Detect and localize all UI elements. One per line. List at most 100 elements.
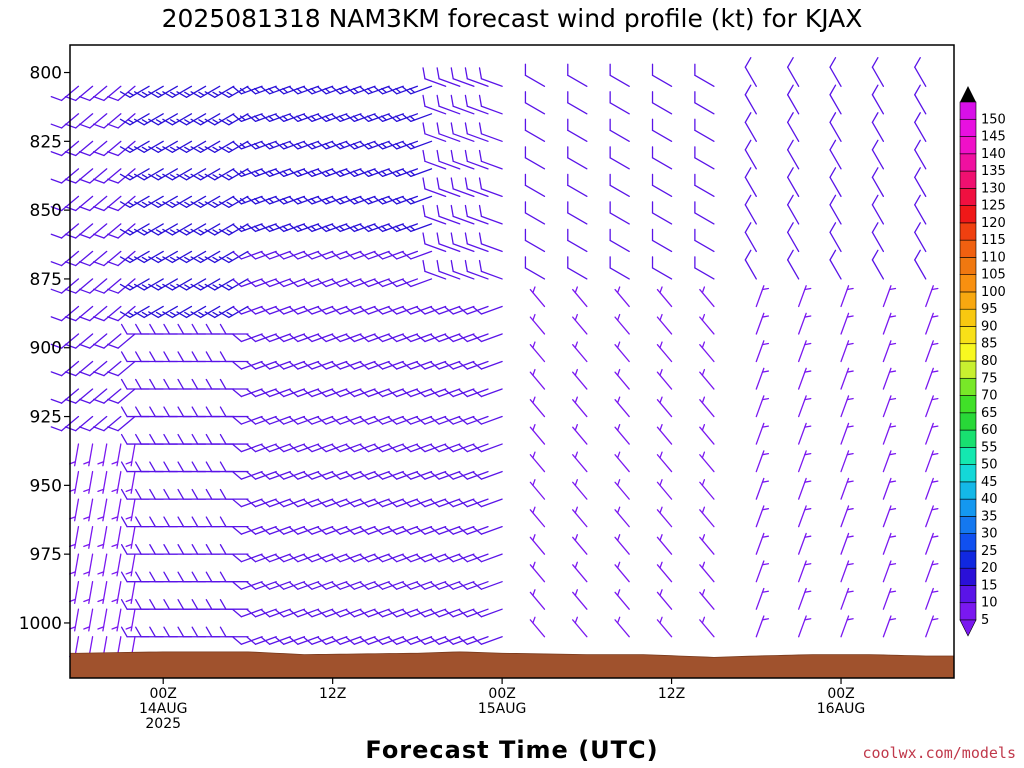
wind-barb	[219, 571, 249, 583]
wind-barb	[119, 278, 150, 291]
wind-barb	[572, 286, 588, 308]
wind-barb	[871, 139, 885, 170]
colorbar-label: 15	[981, 578, 998, 593]
wind-barb	[176, 278, 207, 291]
wind-barb	[78, 415, 108, 432]
wind-barb	[744, 112, 757, 142]
wind-barb	[656, 313, 673, 335]
wind-barb	[78, 333, 108, 349]
wind-barb	[148, 168, 178, 181]
wind-barb	[219, 516, 249, 528]
wind-barb	[529, 534, 546, 555]
wind-barb	[829, 194, 842, 225]
wind-barb	[119, 195, 150, 209]
colorbar-label: 145	[981, 130, 1006, 145]
wind-barb	[219, 351, 249, 363]
wind-barb	[656, 589, 673, 610]
wind-barb	[755, 560, 770, 583]
wind-barb	[83, 581, 94, 604]
wind-barb	[609, 173, 630, 198]
wind-barb	[609, 118, 630, 142]
wind-barb	[798, 450, 812, 473]
x-tick-label: 12Z	[658, 686, 685, 702]
wind-barb	[422, 232, 447, 253]
wind-barb	[422, 149, 447, 170]
wind-barb	[111, 470, 122, 494]
wind-barb	[219, 433, 249, 445]
wind-barb	[755, 532, 770, 555]
colorbar-label: 65	[981, 406, 998, 421]
wind-barb	[614, 561, 630, 583]
wind-barb	[464, 67, 489, 87]
colorbar-segment	[959, 412, 977, 431]
wind-barb	[840, 477, 854, 500]
colorbar-segment	[959, 170, 977, 189]
wind-barb	[401, 113, 433, 122]
wind-barb	[656, 286, 673, 308]
wind-barb	[472, 443, 503, 453]
colorbar-label: 140	[981, 147, 1006, 162]
wind-barb	[478, 94, 503, 115]
wind-barb	[148, 223, 178, 236]
wind-barb	[694, 146, 715, 170]
wind-barb	[148, 140, 178, 153]
wind-barb	[176, 140, 207, 153]
wind-barb	[651, 118, 673, 142]
wind-barb	[614, 423, 630, 445]
wind-barb	[529, 341, 546, 363]
wind-barb	[472, 581, 503, 590]
wind-barb	[119, 250, 150, 264]
wind-barb	[107, 140, 136, 157]
wind-barb	[651, 201, 673, 225]
wind-barb	[401, 223, 433, 233]
wind-barb	[529, 313, 546, 335]
wind-barb	[422, 67, 447, 87]
wind-barb	[694, 201, 715, 225]
wind-barb	[119, 85, 150, 98]
colorbar-segment	[959, 274, 977, 293]
wind-barb	[478, 259, 503, 280]
colorbar-segment	[959, 516, 977, 534]
wind-barb	[148, 85, 178, 98]
wind-barb	[133, 140, 164, 153]
wind-barb	[925, 285, 939, 308]
y-tick-label: 875	[30, 270, 62, 290]
wind-barb	[798, 560, 812, 583]
wind-barb	[882, 477, 897, 500]
wind-barbs	[50, 57, 939, 660]
wind-barb	[83, 470, 94, 494]
wind-barb	[798, 312, 812, 335]
chart-title: 2025081318 NAM3KM forecast wind profile …	[162, 4, 863, 33]
wind-barb	[107, 113, 136, 129]
x-tick-label: 15AUG	[478, 701, 527, 717]
wind-barb	[401, 140, 433, 150]
colorbar-label: 40	[981, 492, 998, 507]
wind-barb	[162, 85, 193, 98]
colorbar-label: 115	[981, 233, 1006, 248]
wind-barb	[840, 285, 854, 308]
wind-barb	[92, 113, 122, 129]
wind-barb	[472, 360, 503, 370]
wind-barb	[436, 94, 461, 115]
wind-barb	[744, 222, 757, 253]
colorbar-segment	[959, 118, 977, 137]
wind-barb	[133, 168, 164, 181]
wind-barb	[162, 113, 193, 126]
colorbar-label: 30	[981, 527, 998, 542]
wind-barb	[798, 532, 812, 555]
wind-barb	[436, 67, 461, 87]
y-tick-label: 975	[30, 545, 62, 565]
wind-barb	[176, 113, 207, 126]
wind-barb	[422, 94, 447, 115]
wind-barb	[436, 122, 461, 142]
wind-barb	[614, 286, 630, 308]
wind-barb	[148, 250, 178, 264]
wind-barb	[219, 378, 249, 390]
wind-barb	[925, 615, 939, 638]
wind-barb	[609, 201, 630, 225]
wind-barb	[190, 195, 221, 209]
wind-barb	[162, 305, 193, 319]
wind-barb	[882, 505, 897, 528]
wind-barb	[829, 222, 842, 253]
wind-barb	[97, 498, 108, 522]
